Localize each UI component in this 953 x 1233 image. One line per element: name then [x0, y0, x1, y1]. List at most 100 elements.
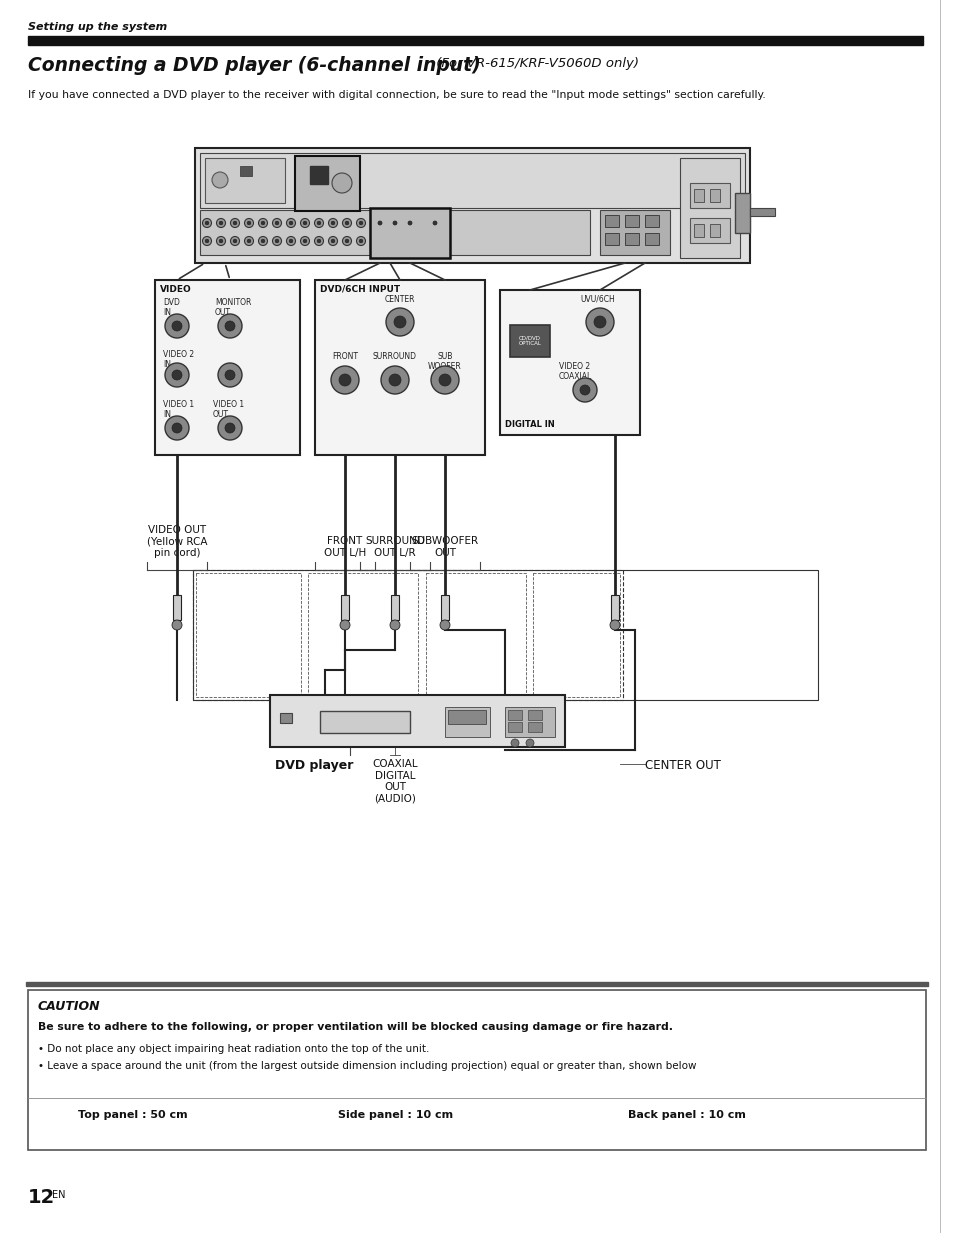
- Circle shape: [328, 218, 337, 228]
- Circle shape: [525, 739, 534, 747]
- Bar: [200, 153, 744, 208]
- Text: VIDEO 1
OUT: VIDEO 1 OUT: [213, 399, 244, 419]
- Bar: [624, 215, 639, 227]
- Circle shape: [332, 173, 352, 194]
- Text: SUB
WOOFER: SUB WOOFER: [428, 351, 461, 371]
- Text: CENTER OUT: CENTER OUT: [644, 760, 720, 772]
- Bar: [510, 326, 550, 358]
- Bar: [310, 166, 328, 184]
- Text: VIDEO: VIDEO: [160, 285, 192, 293]
- Bar: [749, 208, 774, 216]
- Bar: [610, 596, 618, 620]
- Bar: [689, 218, 729, 243]
- Bar: [507, 723, 521, 732]
- Circle shape: [331, 366, 358, 395]
- Bar: [270, 695, 564, 747]
- Bar: [28, 36, 923, 44]
- Text: SURROUND
OUT L/R: SURROUND OUT L/R: [365, 536, 424, 559]
- Circle shape: [511, 739, 518, 747]
- Bar: [499, 290, 639, 435]
- Text: VIDEO 1
IN: VIDEO 1 IN: [163, 399, 193, 419]
- Circle shape: [225, 423, 234, 433]
- Circle shape: [342, 237, 351, 245]
- Bar: [709, 224, 720, 237]
- Circle shape: [373, 221, 376, 224]
- Text: VIDEO 2
COAXIAL: VIDEO 2 COAXIAL: [558, 363, 591, 381]
- Circle shape: [273, 237, 281, 245]
- Text: SUBWOOFER
OUT: SUBWOOFER OUT: [411, 536, 478, 559]
- Circle shape: [390, 218, 399, 228]
- Circle shape: [370, 218, 379, 228]
- Circle shape: [274, 239, 278, 243]
- Bar: [599, 210, 669, 255]
- Circle shape: [429, 221, 433, 224]
- Bar: [28, 990, 925, 1150]
- Bar: [644, 233, 659, 245]
- Circle shape: [300, 237, 309, 245]
- Circle shape: [398, 218, 407, 228]
- Circle shape: [439, 620, 450, 630]
- Circle shape: [579, 385, 589, 395]
- Bar: [734, 194, 749, 233]
- Circle shape: [289, 239, 293, 243]
- Circle shape: [258, 237, 267, 245]
- Circle shape: [300, 218, 309, 228]
- Circle shape: [331, 221, 335, 224]
- Bar: [391, 596, 398, 620]
- Circle shape: [225, 321, 234, 330]
- Circle shape: [286, 237, 295, 245]
- Circle shape: [415, 221, 418, 224]
- Circle shape: [261, 239, 265, 243]
- Circle shape: [172, 423, 182, 433]
- Circle shape: [172, 620, 182, 630]
- Circle shape: [172, 370, 182, 380]
- Text: FRONT
OUT L/H: FRONT OUT L/H: [323, 536, 366, 559]
- Text: COAXIAL
DIGITAL
OUT
(AUDIO): COAXIAL DIGITAL OUT (AUDIO): [372, 760, 417, 804]
- Bar: [280, 713, 292, 723]
- Bar: [693, 189, 703, 202]
- Bar: [444, 707, 490, 737]
- Text: • Do not place any object impairing heat radiation onto the top of the unit.: • Do not place any object impairing heat…: [38, 1044, 429, 1054]
- Circle shape: [219, 239, 223, 243]
- Text: UVU/6CH: UVU/6CH: [579, 295, 614, 305]
- Bar: [527, 723, 541, 732]
- Bar: [507, 710, 521, 720]
- Circle shape: [377, 221, 381, 224]
- Text: DIGITAL IN: DIGITAL IN: [504, 420, 554, 429]
- Circle shape: [231, 237, 239, 245]
- Bar: [294, 157, 359, 211]
- Circle shape: [430, 218, 439, 228]
- Circle shape: [405, 218, 415, 228]
- Circle shape: [594, 316, 605, 328]
- Text: Side panel : 10 cm: Side panel : 10 cm: [337, 1110, 453, 1120]
- Bar: [440, 596, 449, 620]
- Text: Be sure to adhere to the following, or proper ventilation will be blocked causin: Be sure to adhere to the following, or p…: [38, 1022, 672, 1032]
- Bar: [314, 280, 484, 455]
- Circle shape: [286, 218, 295, 228]
- Circle shape: [393, 221, 396, 224]
- Text: CAUTION: CAUTION: [38, 1000, 100, 1014]
- Circle shape: [433, 221, 436, 224]
- Bar: [194, 148, 749, 263]
- Text: DVD player: DVD player: [274, 760, 353, 772]
- Circle shape: [205, 239, 209, 243]
- Circle shape: [205, 221, 209, 224]
- Text: DVD
IN: DVD IN: [163, 298, 180, 317]
- Circle shape: [218, 314, 242, 338]
- Circle shape: [202, 237, 212, 245]
- Bar: [693, 224, 703, 237]
- Text: (For VR-615/KRF-V5060D only): (For VR-615/KRF-V5060D only): [432, 57, 639, 70]
- Circle shape: [375, 218, 385, 228]
- Circle shape: [172, 321, 182, 330]
- Text: Top panel : 50 cm: Top panel : 50 cm: [78, 1110, 188, 1120]
- Bar: [644, 215, 659, 227]
- Bar: [26, 981, 927, 986]
- Bar: [689, 182, 729, 208]
- Text: VIDEO OUT
(Yellow RCA
pin cord): VIDEO OUT (Yellow RCA pin cord): [147, 525, 207, 559]
- Text: CENTER: CENTER: [384, 295, 415, 305]
- Text: EN: EN: [52, 1190, 66, 1200]
- Bar: [604, 215, 618, 227]
- Circle shape: [573, 379, 597, 402]
- Circle shape: [225, 370, 234, 380]
- Circle shape: [218, 363, 242, 387]
